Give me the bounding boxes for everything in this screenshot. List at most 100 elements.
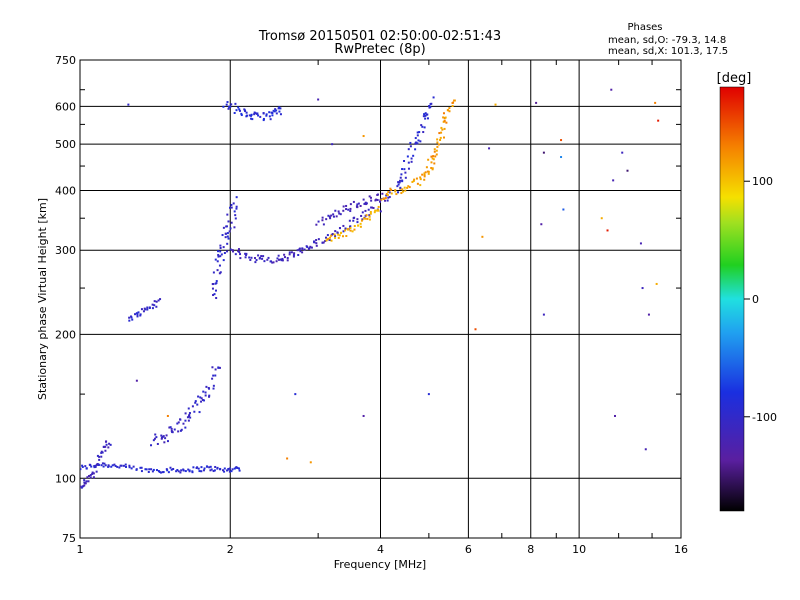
data-point	[275, 109, 278, 112]
data-point	[401, 168, 404, 171]
data-point	[488, 147, 491, 150]
y-tick-labels: 75 100 200 300 400 500 600 750	[55, 54, 76, 545]
data-point	[417, 139, 420, 142]
data-point	[116, 465, 119, 468]
data-point	[192, 466, 195, 469]
data-point	[386, 199, 389, 202]
data-point	[184, 412, 187, 415]
data-point	[89, 474, 92, 477]
data-point	[423, 175, 426, 178]
data-point	[258, 256, 261, 259]
data-point	[288, 253, 291, 256]
data-point	[113, 463, 116, 466]
y-tick-label: 200	[55, 328, 76, 341]
data-point	[443, 127, 446, 130]
data-point	[244, 110, 247, 113]
data-point	[600, 217, 603, 220]
data-point	[224, 236, 227, 239]
data-point	[216, 260, 219, 263]
data-point	[197, 395, 200, 398]
data-point	[146, 308, 149, 311]
data-point	[390, 188, 393, 191]
data-point	[100, 455, 103, 458]
data-point	[376, 193, 379, 196]
data-point	[147, 470, 150, 473]
colorbar-label: [deg]	[717, 71, 752, 86]
data-point	[562, 208, 565, 211]
data-point	[288, 251, 291, 254]
data-point	[236, 466, 239, 469]
data-point	[436, 145, 439, 148]
data-point	[430, 166, 433, 169]
data-point	[140, 308, 143, 311]
data-point	[217, 366, 220, 369]
data-point	[234, 253, 237, 256]
data-point	[86, 476, 89, 479]
data-point	[128, 466, 131, 469]
data-point	[381, 192, 384, 195]
data-point	[215, 280, 218, 283]
data-point	[290, 251, 293, 254]
data-point	[299, 250, 302, 253]
data-point	[540, 223, 543, 226]
data-point	[212, 271, 215, 274]
data-point	[139, 313, 142, 316]
data-point	[253, 113, 256, 116]
data-point	[281, 257, 284, 260]
data-point	[219, 468, 222, 471]
data-point	[332, 213, 335, 216]
data-point	[542, 151, 545, 154]
data-point	[306, 246, 309, 249]
chart-title: Tromsø 20150501 02:50:00-02:51:43	[258, 29, 501, 44]
data-point	[621, 151, 624, 154]
data-point	[338, 234, 341, 237]
data-point	[226, 250, 229, 253]
data-point	[175, 470, 178, 473]
data-point	[191, 470, 194, 473]
data-point	[89, 464, 92, 467]
data-point	[334, 209, 337, 212]
data-point	[169, 466, 172, 469]
data-point	[215, 282, 218, 285]
data-point	[250, 117, 253, 120]
data-point	[317, 238, 320, 241]
data-point	[124, 463, 127, 466]
data-point	[313, 240, 316, 243]
data-point	[222, 246, 225, 249]
data-point	[384, 197, 387, 200]
data-point	[363, 217, 366, 220]
data-point	[424, 117, 427, 120]
data-point	[404, 189, 407, 192]
x-tick-label: 8	[527, 543, 534, 556]
data-point	[369, 212, 372, 215]
data-point	[410, 160, 413, 163]
colorbar	[719, 86, 745, 512]
data-point	[229, 206, 231, 209]
data-point	[286, 457, 289, 460]
data-point	[356, 203, 359, 206]
data-point	[399, 186, 402, 189]
data-point	[238, 469, 241, 472]
data-point	[433, 162, 436, 165]
data-point	[179, 418, 182, 421]
data-point	[432, 158, 435, 161]
data-point	[200, 397, 203, 400]
data-point	[388, 191, 391, 194]
data-point	[424, 114, 427, 117]
data-point	[347, 208, 350, 211]
data-point	[233, 111, 236, 114]
data-point	[266, 258, 269, 261]
data-point	[155, 300, 158, 303]
data-point	[387, 196, 390, 199]
data-point	[428, 106, 431, 109]
data-point	[204, 394, 207, 397]
data-point	[227, 220, 230, 223]
data-point	[419, 140, 422, 143]
data-point	[228, 467, 231, 470]
data-point	[184, 419, 187, 422]
data-point	[205, 465, 208, 468]
data-point	[453, 99, 456, 102]
phases-x-stats: mean, sd,X: 101.3, 17.5	[608, 46, 728, 57]
data-point	[233, 210, 236, 213]
data-point	[168, 426, 171, 429]
